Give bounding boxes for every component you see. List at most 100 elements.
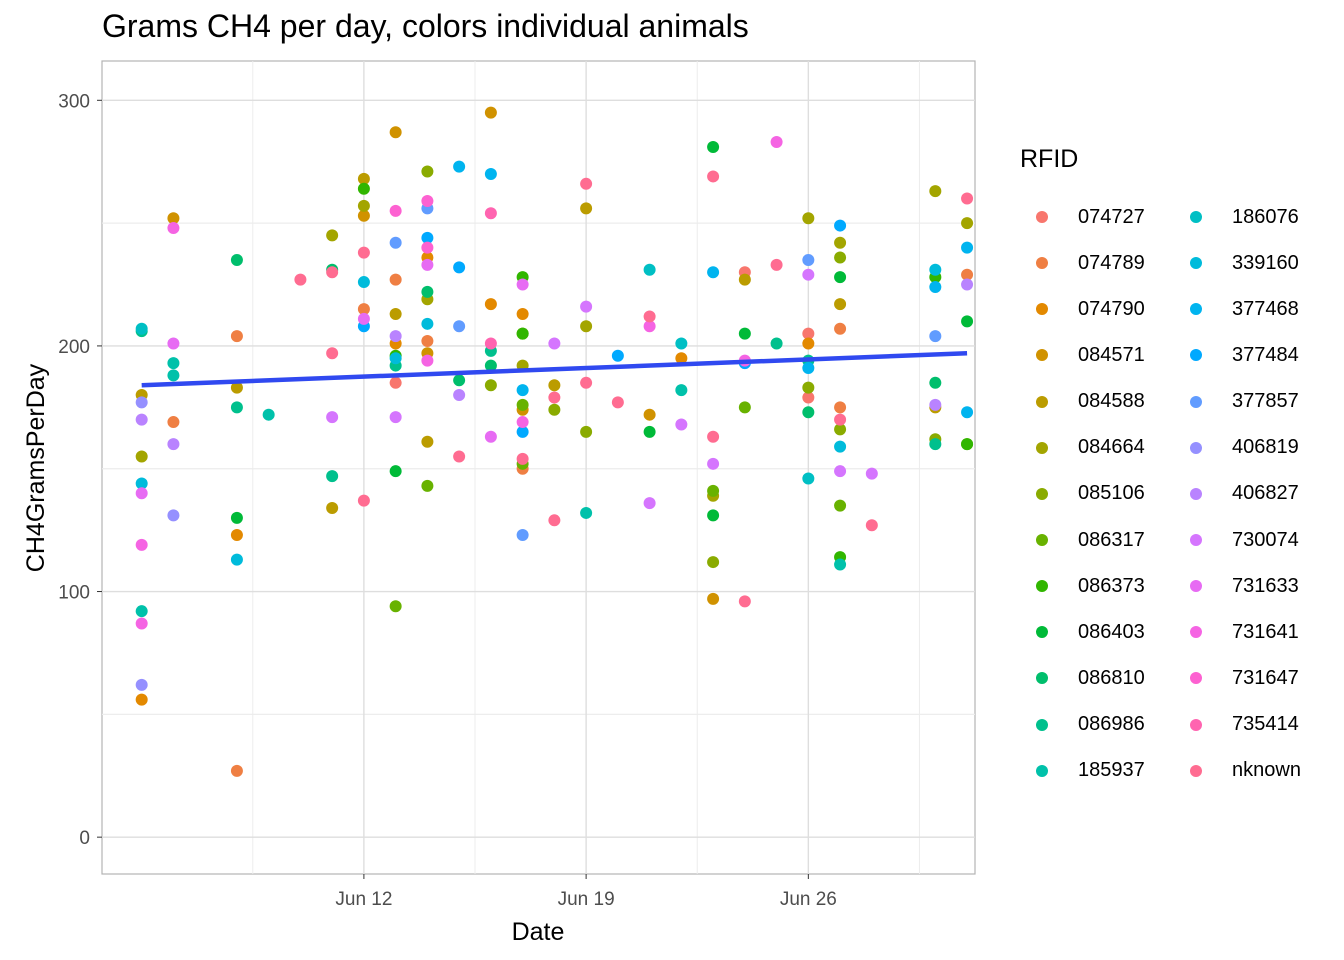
data-point — [484, 359, 497, 372]
data-point — [738, 327, 751, 340]
data-point — [834, 558, 847, 571]
data-point — [707, 430, 720, 443]
data-point — [357, 303, 370, 316]
data-point — [802, 391, 815, 404]
legend-key — [1036, 672, 1048, 685]
legend-label: 406819 — [1232, 436, 1299, 459]
data-point — [516, 416, 529, 429]
data-point — [929, 280, 942, 293]
data-point — [421, 354, 434, 367]
legend-label: 731647 — [1232, 666, 1299, 689]
legend-item: nknown — [1174, 748, 1314, 794]
data-point — [421, 285, 434, 298]
data-point — [326, 411, 339, 424]
legend-label: 377857 — [1232, 390, 1299, 413]
legend-item: 406827 — [1174, 471, 1314, 517]
data-point — [516, 425, 529, 438]
data-point — [643, 408, 656, 421]
x-tick-label: Jun 19 — [558, 889, 615, 910]
data-point — [135, 322, 148, 335]
data-point — [167, 416, 180, 429]
legend-item: 086403 — [1020, 609, 1174, 655]
legend-label: 339160 — [1232, 251, 1299, 274]
data-point — [738, 273, 751, 286]
data-point — [135, 538, 148, 551]
trend-line — [141, 351, 968, 388]
data-point — [834, 298, 847, 311]
data-point — [230, 764, 243, 777]
data-point — [643, 425, 656, 438]
data-point — [389, 600, 402, 613]
data-point — [802, 253, 815, 266]
data-point — [643, 310, 656, 323]
legend-item: 731641 — [1174, 609, 1314, 655]
data-point — [135, 617, 148, 630]
legend-item: 377857 — [1174, 379, 1314, 425]
legend-label: 084664 — [1078, 436, 1145, 459]
data-point — [929, 438, 942, 451]
data-point — [834, 251, 847, 264]
legend-item: 086317 — [1020, 517, 1174, 563]
data-point — [453, 374, 466, 387]
data-point — [580, 177, 593, 190]
legend-item: 730074 — [1174, 517, 1314, 563]
data-point — [548, 514, 561, 527]
data-point — [675, 384, 688, 397]
data-point — [580, 425, 593, 438]
data-point — [611, 349, 624, 362]
data-point — [230, 330, 243, 343]
legend-key — [1190, 349, 1202, 362]
data-point — [643, 263, 656, 276]
legend-label: 186076 — [1232, 205, 1299, 228]
chart-title: Grams CH4 per day, colors individual ani… — [102, 8, 749, 44]
data-point — [167, 357, 180, 370]
legend-item: 086373 — [1020, 563, 1174, 609]
legend-key — [1036, 349, 1048, 362]
x-tick-label: Jun 26 — [780, 889, 837, 910]
data-point — [357, 172, 370, 185]
data-point — [389, 376, 402, 389]
data-point — [961, 406, 974, 419]
data-point — [357, 312, 370, 325]
y-axis-title: CH4GramsPerDay — [22, 363, 50, 572]
legend-label: 735414 — [1232, 713, 1299, 736]
legend-label: 074790 — [1078, 297, 1145, 320]
data-point — [484, 298, 497, 311]
data-point — [802, 327, 815, 340]
legend-key — [1036, 626, 1048, 639]
legend-item: 084664 — [1020, 425, 1174, 471]
data-point — [389, 307, 402, 320]
data-point — [421, 241, 434, 254]
data-point — [834, 219, 847, 232]
axis-ticks: 0 100 200 300 Jun 12 Jun 19 Jun 26 — [58, 91, 837, 910]
legend-item: 377484 — [1174, 332, 1314, 378]
data-point — [738, 595, 751, 608]
data-point — [230, 253, 243, 266]
data-point — [421, 435, 434, 448]
legend-label: 084571 — [1078, 343, 1145, 366]
legend-key — [1036, 303, 1048, 316]
data-point — [707, 457, 720, 470]
legend-label: 730074 — [1232, 528, 1299, 551]
data-point — [611, 396, 624, 409]
legend-title: RFID — [1020, 145, 1079, 173]
data-point — [484, 337, 497, 350]
data-point — [389, 352, 402, 365]
data-point — [389, 126, 402, 139]
data-point — [802, 212, 815, 225]
legend-label: 074789 — [1078, 251, 1145, 274]
data-point — [135, 605, 148, 618]
legend-item: 084571 — [1020, 332, 1174, 378]
data-point — [707, 484, 720, 497]
data-point — [516, 307, 529, 320]
data-point — [580, 376, 593, 389]
legend-items: 074727 074789 074790 084571 084588 084664 0851… — [1020, 194, 1314, 794]
data-points — [135, 106, 974, 777]
data-point — [961, 268, 974, 281]
data-point — [326, 347, 339, 360]
data-point — [865, 519, 878, 532]
data-point — [580, 202, 593, 215]
data-point — [548, 379, 561, 392]
data-point — [421, 165, 434, 178]
legend-key — [1036, 487, 1048, 500]
